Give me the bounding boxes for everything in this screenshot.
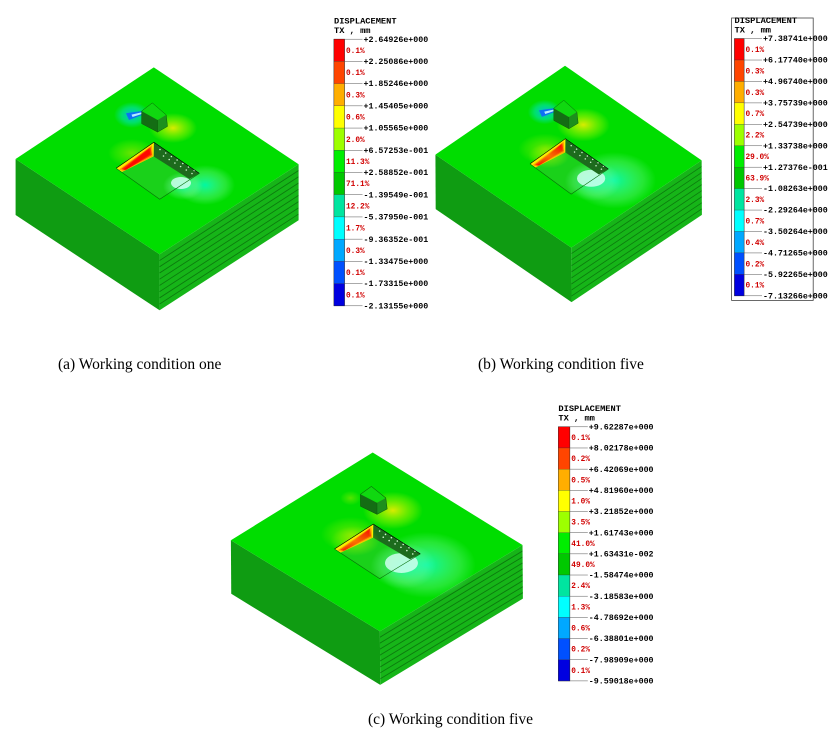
- svg-text:0.1%: 0.1%: [571, 435, 590, 443]
- svg-text:41.0%: 41.0%: [571, 541, 595, 549]
- svg-text:0.2%: 0.2%: [571, 456, 590, 464]
- svg-text:-1.58474e+000: -1.58474e+000: [589, 572, 654, 581]
- svg-text:49.0%: 49.0%: [571, 562, 595, 570]
- svg-text:0.2%: 0.2%: [571, 647, 590, 655]
- svg-text:+3.21852e+000: +3.21852e+000: [589, 508, 654, 517]
- svg-text:0.6%: 0.6%: [571, 626, 590, 634]
- svg-text:+4.81960e+000: +4.81960e+000: [589, 487, 654, 496]
- svg-text:1.3%: 1.3%: [571, 604, 590, 612]
- svg-text:+8.02178e+000: +8.02178e+000: [589, 445, 654, 454]
- svg-text:DISPLACEMENT: DISPLACEMENT: [558, 404, 621, 414]
- svg-text:3.5%: 3.5%: [571, 520, 590, 528]
- svg-text:+1.61743e+000: +1.61743e+000: [589, 529, 654, 538]
- svg-text:+6.42069e+000: +6.42069e+000: [589, 466, 654, 475]
- svg-text:-9.59018e+000: -9.59018e+000: [589, 678, 654, 687]
- svg-text:-3.18583e+000: -3.18583e+000: [589, 593, 654, 602]
- svg-text:0.5%: 0.5%: [571, 477, 590, 485]
- svg-text:2.4%: 2.4%: [571, 583, 590, 591]
- svg-text:0.1%: 0.1%: [571, 668, 590, 676]
- svg-text:TX , mm: TX , mm: [558, 414, 595, 424]
- svg-text:-4.78692e+000: -4.78692e+000: [589, 614, 654, 623]
- svg-text:1.0%: 1.0%: [571, 499, 590, 507]
- svg-text:+1.63431e-002: +1.63431e-002: [589, 550, 654, 559]
- svg-text:-7.98909e+000: -7.98909e+000: [589, 656, 654, 665]
- svg-text:-6.38801e+000: -6.38801e+000: [589, 635, 654, 644]
- svg-text:+9.62287e+000: +9.62287e+000: [589, 423, 654, 432]
